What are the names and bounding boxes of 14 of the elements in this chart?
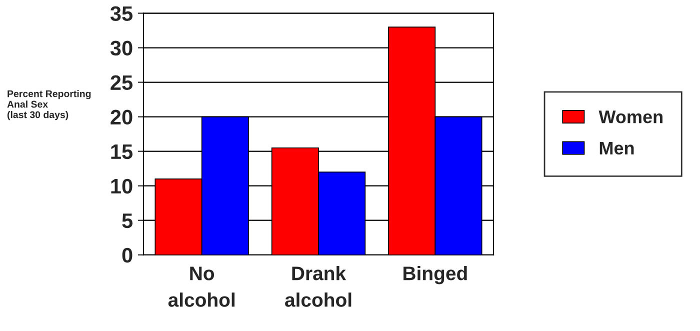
y-tick-label: 30 xyxy=(110,40,132,56)
x-tick-label: No alcohol xyxy=(168,266,234,307)
y-tick-label: 0 xyxy=(122,248,132,263)
legend-label: Men xyxy=(600,142,634,155)
y-tick-label: 5 xyxy=(122,214,133,228)
x-tick-label: Binged xyxy=(404,266,467,284)
x-tick-label: Drank alcohol xyxy=(285,266,352,307)
y-tick-label: 10 xyxy=(111,178,132,194)
y-axis-title: Percent Reporting Anal Sex (last 30 days) xyxy=(7,90,91,120)
y-tick-label: 15 xyxy=(111,144,133,160)
legend-label: Women xyxy=(598,110,662,124)
y-tick-label: 20 xyxy=(110,110,132,125)
y-tick-label: 35 xyxy=(110,6,133,22)
y-tick-label: 25 xyxy=(110,75,133,90)
